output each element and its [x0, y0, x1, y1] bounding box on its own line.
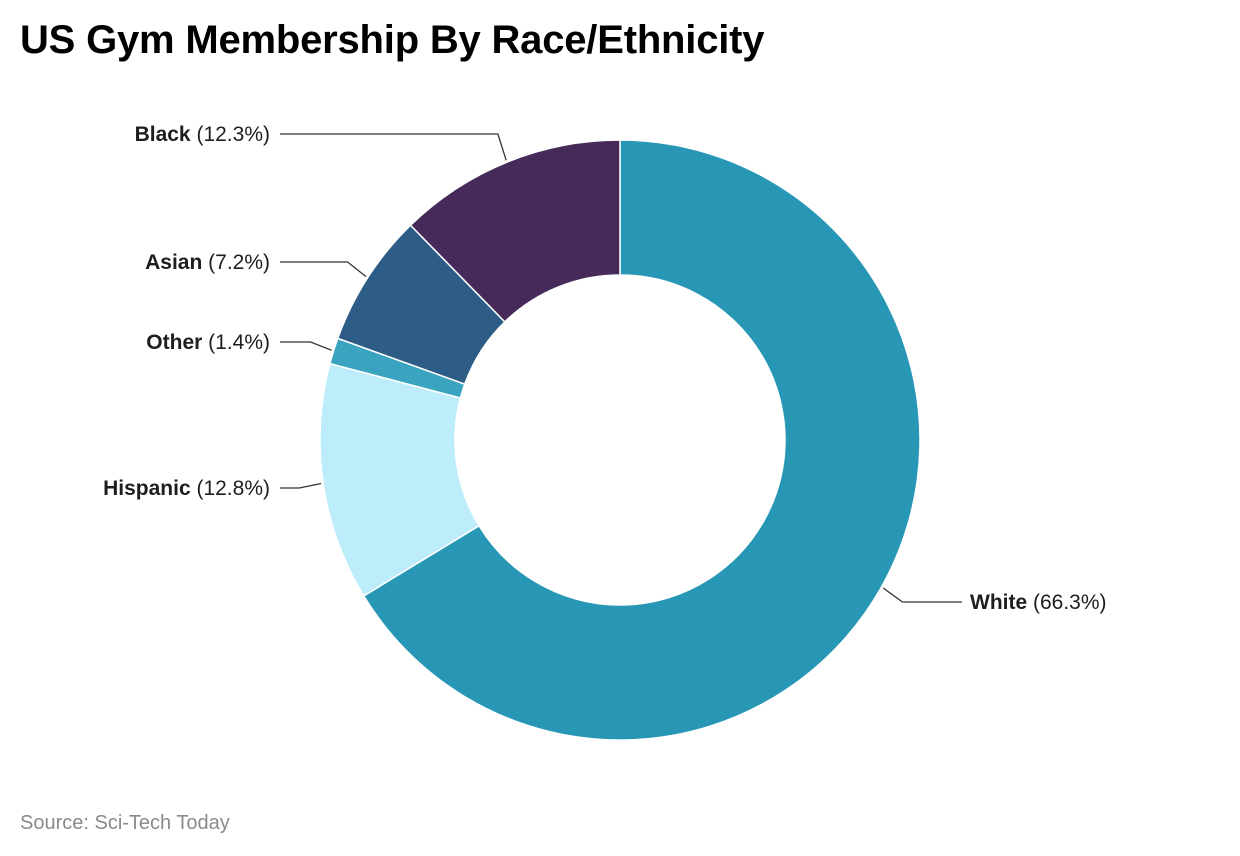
chart-title: US Gym Membership By Race/Ethnicity — [20, 18, 765, 62]
slice-black — [409, 139, 621, 323]
slice-label-value: (1.4%) — [202, 331, 270, 354]
slice-label-other: Other (1.4%) — [146, 331, 270, 354]
slice-label-black: Black (12.3%) — [135, 123, 270, 146]
leader-lines — [280, 133, 962, 603]
leader-line-white — [882, 587, 962, 603]
slice-label-name: White — [970, 591, 1027, 614]
slice-label-name: Asian — [145, 251, 202, 274]
leader-line-hispanic — [280, 482, 322, 489]
leader-line-other — [280, 341, 332, 351]
slice-label-name: Black — [135, 123, 191, 146]
donut-slices — [319, 139, 921, 741]
source-note: Source: Sci-Tech Today — [20, 812, 230, 834]
slice-white — [362, 139, 921, 741]
slice-label-value: (12.8%) — [191, 477, 270, 500]
slice-label-value: (12.3%) — [191, 123, 270, 146]
leader-line-black — [280, 133, 507, 161]
slice-labels: White (66.3%) Hispanic (12.8%) Other (1.4%… — [103, 123, 1106, 614]
slice-label-asian: Asian (7.2%) — [145, 251, 270, 274]
donut-chart: White (66.3%) Hispanic (12.8%) Other (1.4%… — [103, 123, 1107, 741]
slice-label-name: Other — [146, 331, 202, 354]
slice-label-hispanic: Hispanic (12.8%) — [103, 477, 270, 500]
slice-label-white: White (66.3%) — [970, 591, 1107, 614]
slice-label-name: Hispanic — [103, 477, 191, 500]
leader-line-asian — [280, 261, 367, 278]
slice-label-value: (7.2%) — [202, 251, 270, 274]
slice-label-value: (66.3%) — [1027, 591, 1106, 614]
